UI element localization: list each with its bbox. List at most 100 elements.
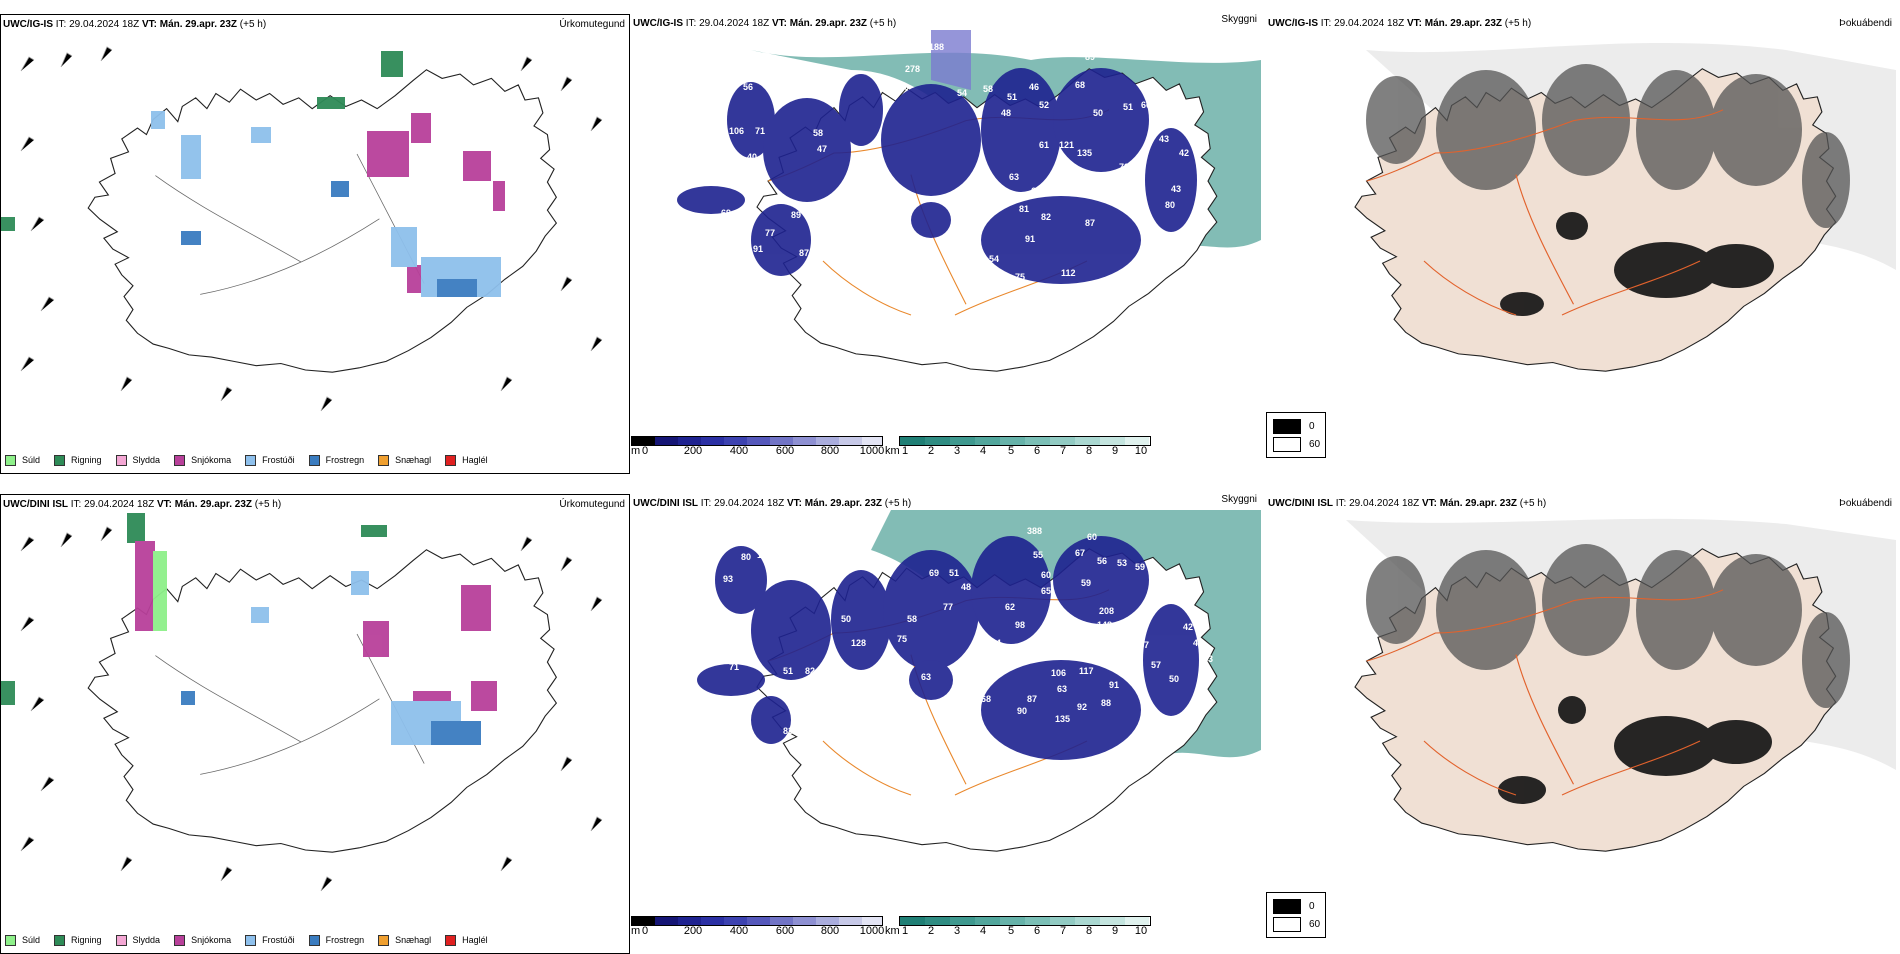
- fog-shading: [1366, 544, 1850, 708]
- terrain-blobs: [697, 536, 1199, 760]
- svg-text:63: 63: [921, 672, 931, 682]
- legend-item: Slydda: [115, 454, 160, 466]
- fog-map: [1266, 30, 1896, 430]
- svg-text:82: 82: [1047, 632, 1057, 642]
- fog-light-swatch: [1273, 437, 1301, 452]
- legend-item: Haglél: [445, 454, 488, 466]
- svg-text:42: 42: [1183, 622, 1193, 632]
- svg-text:112: 112: [1061, 268, 1076, 278]
- svg-text:75: 75: [897, 634, 907, 644]
- svg-text:188: 188: [929, 42, 944, 52]
- svg-text:62: 62: [1005, 602, 1015, 612]
- colorbar-visibility-bar: [899, 916, 1151, 926]
- svg-text:58: 58: [983, 84, 993, 94]
- svg-text:71: 71: [729, 662, 739, 672]
- legend-swatch: [54, 454, 66, 466]
- svg-text:128: 128: [851, 638, 866, 648]
- fog-dark-areas: [1498, 696, 1772, 804]
- legend-item: Rigning: [54, 454, 102, 466]
- legend-swatch: [245, 454, 257, 466]
- svg-text:48: 48: [961, 582, 971, 592]
- legend-item: Snæhagl: [378, 934, 431, 946]
- colorbar-elevation-ticks: 0 200 400 600 800 1000: [641, 925, 885, 937]
- svg-text:106: 106: [1051, 668, 1066, 678]
- svg-text:43: 43: [1171, 184, 1181, 194]
- svg-text:60: 60: [971, 654, 981, 664]
- fog-dark-swatch: [1273, 419, 1301, 434]
- legend-swatch: [245, 934, 257, 946]
- legend-swatch: [445, 934, 457, 946]
- legend-item: Súld: [5, 454, 40, 466]
- svg-text:91: 91: [1025, 234, 1035, 244]
- fog-light-swatch: [1273, 917, 1301, 932]
- svg-text:69: 69: [723, 84, 733, 94]
- svg-text:106: 106: [729, 126, 744, 136]
- legend-item: Frostregn: [308, 934, 364, 946]
- svg-text:69: 69: [1031, 186, 1041, 196]
- fog-panel-dini: UWC/DINI ISL IT: 29.04.2024 18Z VT: Mán.…: [1266, 494, 1896, 954]
- legend-swatch: [5, 454, 16, 466]
- svg-text:60: 60: [1087, 532, 1097, 542]
- legend-item: Frostúði: [245, 934, 295, 946]
- svg-text:91: 91: [753, 244, 763, 254]
- svg-text:50: 50: [841, 614, 851, 624]
- svg-text:82: 82: [1041, 212, 1051, 222]
- svg-text:93: 93: [723, 574, 733, 584]
- svg-text:59: 59: [1081, 578, 1091, 588]
- svg-text:388: 388: [1027, 526, 1042, 536]
- colorbar-visibility: km 1 2 3 4 5 6 7 8 9 10: [885, 436, 1151, 460]
- svg-text:47: 47: [1139, 640, 1149, 650]
- fog-legend-igis: 0 60: [1266, 412, 1326, 458]
- fog-map: [1266, 510, 1896, 910]
- svg-text:57: 57: [1151, 660, 1161, 670]
- svg-text:91: 91: [1109, 680, 1119, 690]
- panel-title: UWC/IG-IS IT: 29.04.2024 18Z VT: Mán. 29…: [3, 19, 267, 30]
- svg-text:60: 60: [921, 350, 931, 360]
- svg-text:87: 87: [799, 248, 809, 258]
- svg-text:55: 55: [1033, 550, 1043, 560]
- fog-dark-swatch: [1273, 899, 1301, 914]
- svg-text:87: 87: [1085, 218, 1095, 228]
- svg-text:48: 48: [1001, 108, 1011, 118]
- svg-text:80: 80: [1165, 200, 1175, 210]
- svg-text:66: 66: [737, 182, 747, 192]
- svg-text:51: 51: [1123, 102, 1133, 112]
- svg-text:615: 615: [1107, 188, 1122, 198]
- fog-panel-igis: UWC/IG-IS IT: 29.04.2024 18Z VT: Mán. 29…: [1266, 14, 1896, 474]
- svg-text:199: 199: [1055, 310, 1070, 320]
- cloud-panel-dini: UWC/DINI ISL IT: 29.04.2024 18Z VT: Mán.…: [631, 494, 1261, 954]
- svg-text:52: 52: [1039, 100, 1049, 110]
- svg-text:68: 68: [981, 694, 991, 704]
- svg-text:81: 81: [1019, 204, 1029, 214]
- legend-item: Slydda: [115, 934, 160, 946]
- fog-dark-areas: [1500, 212, 1774, 316]
- legend-swatch: [115, 934, 127, 946]
- svg-text:60: 60: [899, 82, 909, 92]
- svg-text:43: 43: [1193, 638, 1203, 648]
- svg-text:93: 93: [847, 670, 857, 680]
- fog-shading: [1366, 64, 1850, 228]
- legend-item: Snjókoma: [174, 454, 231, 466]
- svg-text:80: 80: [741, 552, 751, 562]
- panel-label-cloud: Skyggni: [1221, 494, 1257, 505]
- colorbar-elevation-bar: [631, 436, 883, 446]
- legend-item: Frostregn: [308, 454, 364, 466]
- svg-text:103: 103: [1093, 282, 1108, 292]
- svg-text:69: 69: [721, 208, 731, 218]
- precip-patches: [1, 51, 505, 297]
- svg-text:68: 68: [1075, 80, 1085, 90]
- svg-text:135: 135: [1055, 714, 1070, 724]
- legend-item: Snæhagl: [378, 454, 431, 466]
- precip-type-legend: Súld Rigning Slydda Snjókoma Frostúði Fr…: [5, 933, 488, 947]
- svg-text:47: 47: [817, 144, 827, 154]
- colorbar-visibility: km 1 2 3 4 5 6 7 8 9 10: [885, 916, 1151, 940]
- panel-label-fog: Þokuábendi: [1839, 18, 1892, 29]
- legend-swatch: [378, 454, 390, 466]
- precip-type-map: [1, 511, 631, 921]
- svg-text:50: 50: [1093, 108, 1103, 118]
- svg-text:75: 75: [701, 248, 711, 258]
- svg-text:67: 67: [1075, 548, 1085, 558]
- panel-title: UWC/IG-IS IT: 29.04.2024 18Z VT: Mán. 29…: [1268, 18, 1532, 29]
- svg-text:79: 79: [1119, 274, 1129, 284]
- legend-item: Frostúði: [245, 454, 295, 466]
